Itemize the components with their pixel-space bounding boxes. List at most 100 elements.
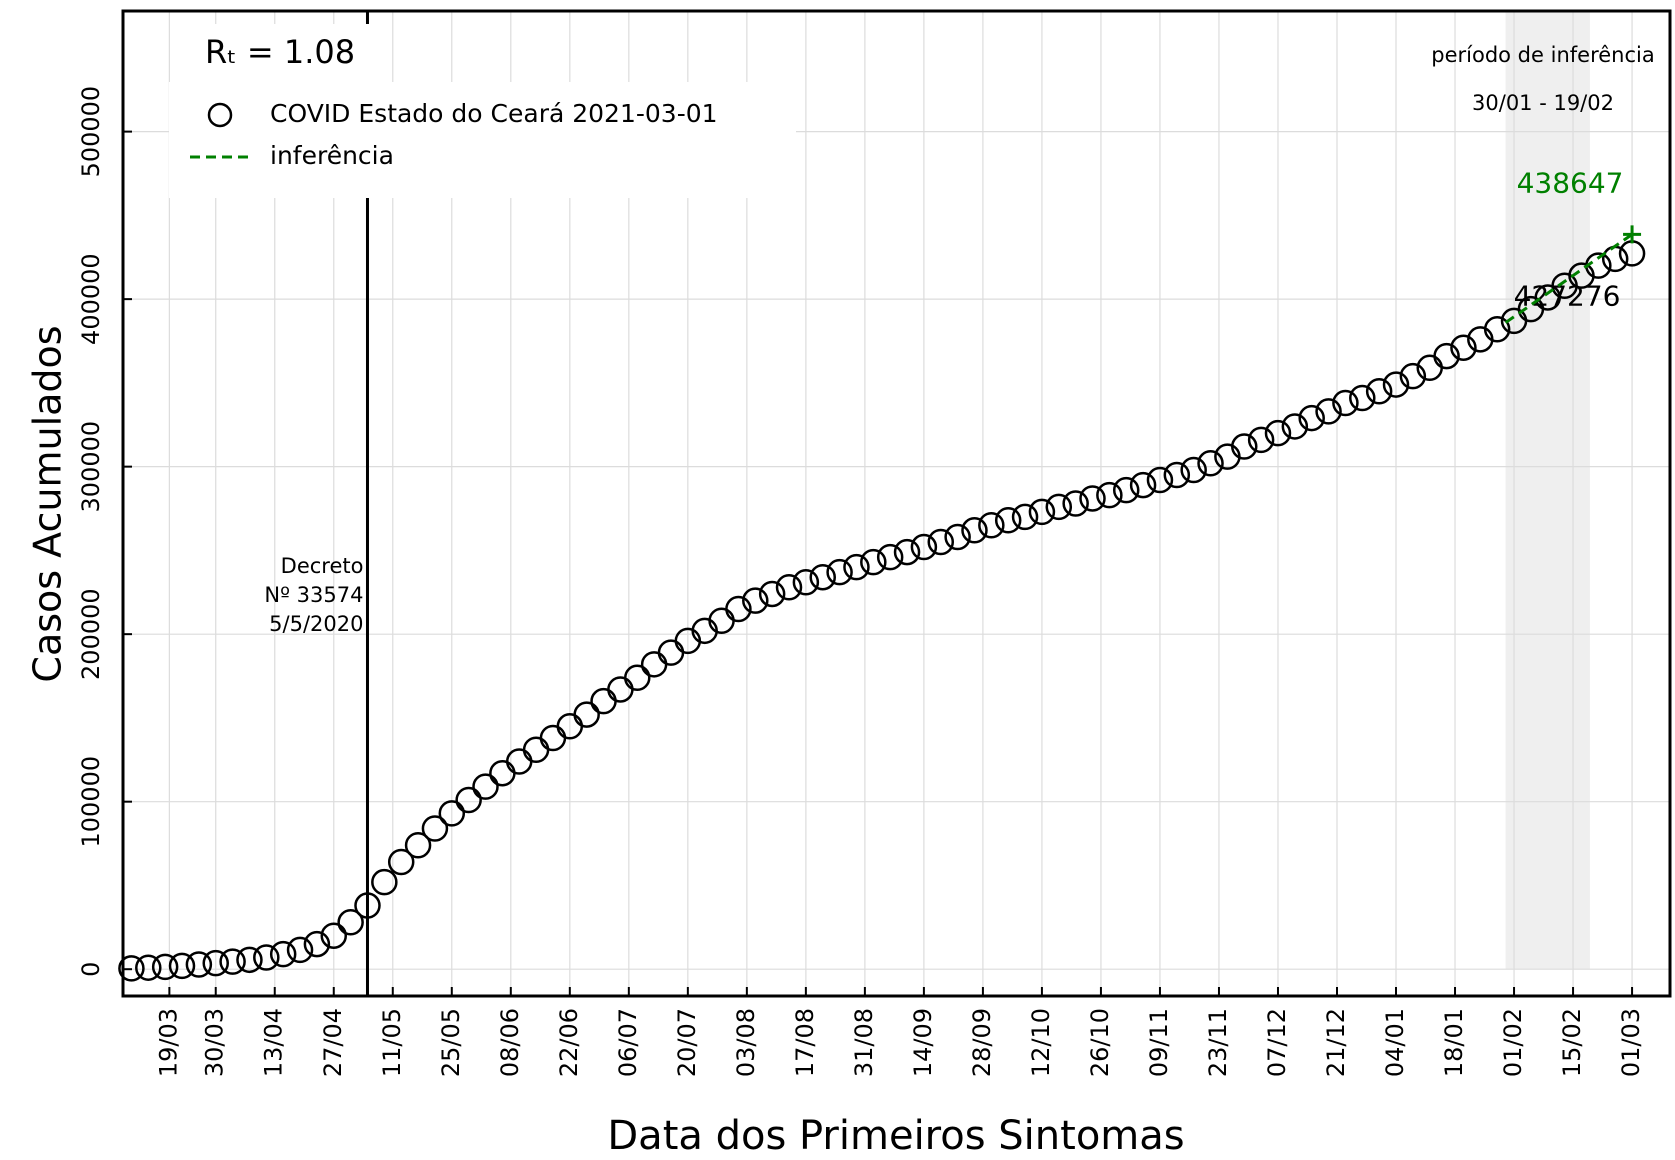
data-point bbox=[1045, 493, 1073, 521]
data-point bbox=[168, 952, 196, 980]
x-tick-label: 06/07 bbox=[614, 1008, 642, 1077]
data-point bbox=[1264, 419, 1292, 447]
data-point bbox=[387, 848, 415, 876]
x-tick-label: 25/05 bbox=[437, 1008, 465, 1077]
y-axis-title: Casos Acumulados bbox=[26, 325, 70, 682]
data-point bbox=[1096, 481, 1123, 509]
data-point bbox=[994, 507, 1022, 534]
data-point bbox=[1281, 413, 1309, 440]
data-point bbox=[1315, 398, 1342, 425]
data-point bbox=[590, 687, 617, 715]
legend-label: inferência bbox=[270, 141, 394, 170]
x-tick-label: 09/11 bbox=[1145, 1008, 1173, 1077]
x-tick-label: 03/08 bbox=[732, 1008, 760, 1077]
data-point bbox=[286, 936, 314, 964]
data-point bbox=[421, 815, 449, 842]
legend-label: COVID Estado do Ceará 2021-03-01 bbox=[270, 99, 718, 128]
data-point bbox=[809, 563, 836, 591]
data-point bbox=[253, 944, 280, 971]
data-point bbox=[1399, 362, 1427, 390]
data-point bbox=[371, 868, 398, 896]
data-point bbox=[1129, 471, 1157, 499]
data-point bbox=[135, 954, 162, 981]
data-point bbox=[522, 736, 550, 763]
x-tick-label: 20/07 bbox=[673, 1008, 701, 1077]
data-point bbox=[539, 724, 567, 752]
data-point bbox=[202, 949, 229, 977]
data-point bbox=[1365, 378, 1393, 405]
decree-label: Nº 33574 bbox=[264, 583, 363, 607]
data-point bbox=[1079, 485, 1106, 512]
data-point bbox=[657, 639, 685, 666]
inference-value-label: 438647 bbox=[1517, 166, 1624, 199]
data-point bbox=[1483, 316, 1511, 343]
data-point bbox=[455, 786, 482, 814]
x-tick-label: 12/10 bbox=[1027, 1008, 1055, 1077]
x-tick-label: 21/12 bbox=[1322, 1008, 1350, 1077]
data-point bbox=[944, 523, 971, 551]
data-point bbox=[927, 528, 955, 556]
x-tick-label: 19/03 bbox=[154, 1008, 182, 1077]
axes-frame bbox=[121, 9, 1672, 998]
x-tick-label: 04/01 bbox=[1381, 1008, 1409, 1077]
data-point bbox=[1433, 342, 1460, 370]
data-point bbox=[337, 909, 364, 936]
x-tick-label: 08/06 bbox=[496, 1008, 524, 1077]
data-point bbox=[1247, 426, 1275, 454]
x-tick-label: 07/12 bbox=[1263, 1008, 1291, 1077]
y-tick-label: 400000 bbox=[77, 253, 105, 345]
y-tick-label: 100000 bbox=[77, 756, 105, 848]
data-point bbox=[725, 595, 752, 623]
data-point bbox=[826, 558, 853, 586]
data-point bbox=[1197, 450, 1224, 477]
data-point bbox=[775, 574, 803, 601]
legend-marker bbox=[207, 102, 233, 128]
data-point bbox=[573, 701, 600, 728]
data-point bbox=[876, 543, 904, 571]
data-point bbox=[354, 892, 381, 919]
data-point bbox=[438, 800, 466, 827]
data-point bbox=[303, 930, 331, 958]
data-point bbox=[1028, 498, 1056, 526]
data-point bbox=[1180, 456, 1207, 484]
data-point bbox=[219, 948, 246, 975]
data-point bbox=[185, 951, 213, 978]
x-tick-label: 15/02 bbox=[1558, 1008, 1586, 1077]
data-point bbox=[1231, 433, 1258, 460]
overlay: Rₜ = 1.08 período de inferência 30/01 - … bbox=[26, 9, 1672, 1159]
data-point bbox=[1298, 404, 1325, 432]
inference-period-title: período de inferência bbox=[1431, 43, 1654, 67]
x-tick-label: 18/01 bbox=[1440, 1008, 1468, 1077]
decree-label: Decreto bbox=[281, 554, 364, 578]
data-point bbox=[1011, 503, 1039, 531]
x-tick-label: 30/03 bbox=[201, 1008, 229, 1077]
data-point bbox=[1163, 461, 1191, 489]
data-point bbox=[1450, 334, 1477, 361]
data-point bbox=[893, 538, 921, 566]
data-point bbox=[320, 922, 348, 949]
data-point bbox=[961, 517, 988, 544]
plot-area: Decreto Nº 33574 5/5/2020 427276 438647 bbox=[118, 11, 1646, 996]
inference-period-range: 30/01 - 19/02 bbox=[1472, 91, 1614, 115]
data-point bbox=[1112, 476, 1140, 504]
data-point bbox=[118, 955, 145, 982]
data-point bbox=[1146, 466, 1174, 494]
x-axis-title: Data dos Primeiros Sintomas bbox=[607, 1113, 1184, 1159]
x-tick-label: 01/03 bbox=[1617, 1008, 1645, 1077]
x-tick-label: 11/05 bbox=[378, 1008, 406, 1077]
x-tick-label: 01/02 bbox=[1499, 1008, 1527, 1077]
data-point bbox=[1382, 371, 1410, 398]
data-point bbox=[640, 651, 668, 678]
data-point bbox=[978, 512, 1005, 539]
data-point bbox=[860, 548, 887, 576]
rt-box bbox=[182, 24, 372, 82]
data-point bbox=[1062, 490, 1089, 517]
x-tick-label: 28/09 bbox=[968, 1008, 996, 1077]
data-point bbox=[404, 831, 432, 859]
x-tick-label: 13/04 bbox=[260, 1008, 288, 1077]
data-point bbox=[910, 533, 938, 561]
y-tick-label: 0 bbox=[77, 962, 105, 977]
inference-shade bbox=[1505, 11, 1590, 970]
data-point bbox=[843, 553, 870, 581]
